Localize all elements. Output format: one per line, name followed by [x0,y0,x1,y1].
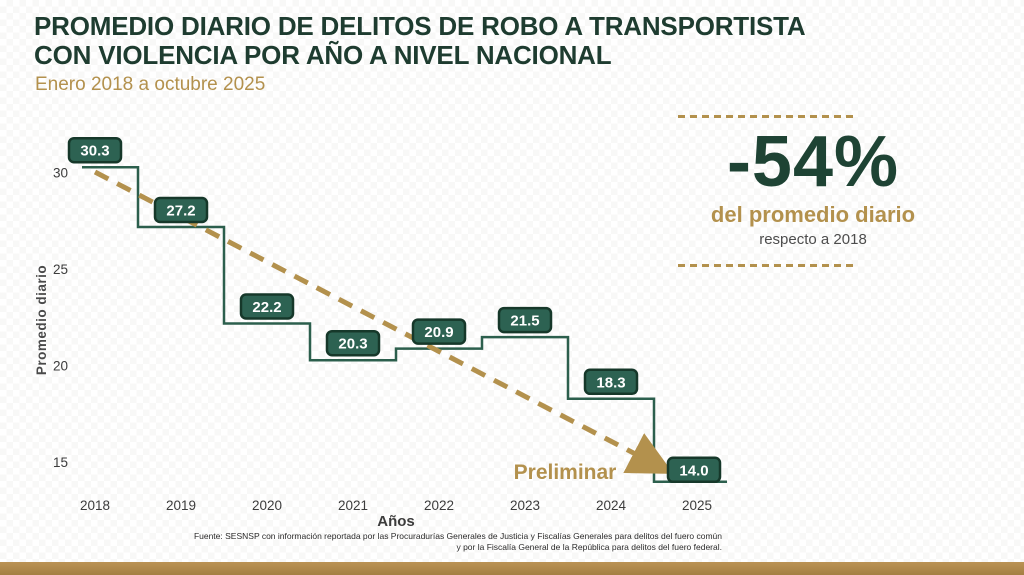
dashed-separator-bottom [678,264,858,267]
page-title-line1: PROMEDIO DIARIO DE DELITOS DE ROBO A TRA… [34,11,806,41]
preliminary-annotation: Preliminar [514,461,617,484]
value-label: 30.3 [67,136,123,164]
source-note: Fuente: SESNSP con información reportada… [122,531,722,552]
y-tick-label: 25 [53,262,68,277]
value-label-text: 27.2 [166,203,195,220]
value-label-box [239,293,295,320]
page-subtitle: Enero 2018 a octubre 2025 [35,74,266,95]
value-label-text: 30.3 [80,143,109,160]
x-tick-label: 2025 [682,498,712,513]
value-label: 20.3 [325,329,381,357]
source-line1: Fuente: SESNSP con información reportada… [193,531,722,541]
source-line2: y por la Fiscalía General de la Repúblic… [456,541,722,552]
stat-label: del promedio diario [710,202,916,227]
value-label-box [666,456,722,484]
value-label-box [583,368,639,396]
value-label-text: 20.3 [338,336,367,353]
value-label-box [497,306,553,334]
x-tick-label: 2022 [424,498,454,513]
x-tick-label: 2018 [80,498,110,513]
stat-sublabel: respecto a 2018 [759,231,867,248]
x-tick-label: 2023 [510,498,540,513]
x-tick-label: 2024 [596,498,627,513]
page-title: PROMEDIO DIARIO DE DELITOS DE ROBO A TRA… [34,12,806,70]
value-label: 14.0 [666,456,722,484]
value-label-box [67,136,123,164]
page-title-line2: CON VIOLENCIA POR AÑO A NIVEL NACIONAL [34,40,612,70]
step-chart: 30 25 20 15 Promedio diario 2018 2019 2020 2021 2… [34,136,727,530]
stat-value: -54% [726,122,900,202]
value-label-text: 20.9 [424,324,453,341]
value-label-text: 22.2 [252,299,281,316]
value-label: 21.5 [497,306,553,334]
value-label-text: 21.5 [510,313,539,330]
x-tick-label: 2020 [252,498,282,513]
x-axis-title: Años [377,513,415,530]
value-label-box [153,196,209,224]
dashed-separator-top [678,115,858,118]
value-label: 22.2 [239,293,295,320]
stat-callout: -54% del promedio diario respecto a 2018 [678,126,948,248]
y-axis-title: Promedio diario [34,265,49,375]
value-label-box [411,318,467,345]
step-line [82,165,727,484]
value-label: 18.3 [583,368,639,396]
x-tick-label: 2021 [338,498,368,513]
y-tick-label: 20 [53,359,68,374]
value-label-text: 18.3 [596,374,625,391]
value-label-text: 14.0 [679,462,708,479]
value-label: 27.2 [153,196,209,224]
value-label: 20.9 [411,318,467,345]
value-label-box [325,329,381,357]
y-tick-label: 30 [53,166,68,181]
bottom-bar [0,562,1024,575]
y-tick-label: 15 [53,455,68,470]
x-tick-label: 2019 [166,498,196,513]
